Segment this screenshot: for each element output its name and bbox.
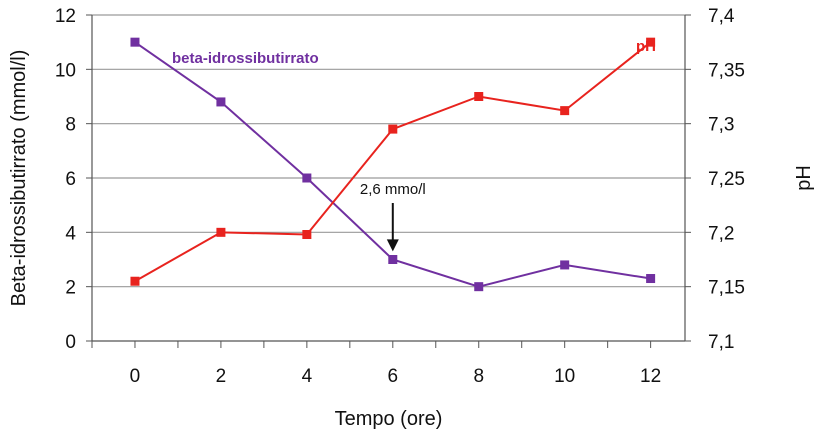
x-tick-label: 12 xyxy=(640,366,661,387)
x-tick-label: 2 xyxy=(216,366,227,387)
y-left-tick-label: 0 xyxy=(65,332,76,353)
data-point xyxy=(388,124,398,134)
data-point xyxy=(560,260,570,270)
annotation-label: 2,6 mmo/l xyxy=(360,181,426,198)
data-point xyxy=(130,276,140,286)
y-right-tick-label: 7,4 xyxy=(708,6,735,27)
data-point xyxy=(646,274,656,284)
data-point xyxy=(560,106,570,116)
y-axis-right-title: pH xyxy=(793,165,815,191)
series-label-ph: pH xyxy=(636,38,656,55)
data-point xyxy=(302,173,312,183)
y-right-tick-label: 7,25 xyxy=(708,169,745,190)
series xyxy=(130,37,656,292)
y-left-tick-label: 4 xyxy=(65,223,76,244)
y-right-tick-label: 7,2 xyxy=(708,223,734,244)
data-point xyxy=(474,92,484,101)
x-tick-label: 4 xyxy=(302,366,313,387)
y-right-tick-label: 7,15 xyxy=(708,278,745,299)
x-tick-label: 0 xyxy=(130,366,141,387)
y-left-tick-label: 12 xyxy=(55,6,76,27)
x-axis-title: Tempo (ore) xyxy=(335,408,443,430)
y-left-tick-label: 6 xyxy=(65,169,76,190)
data-point xyxy=(216,227,226,237)
data-point xyxy=(388,255,398,264)
annotation-arrow-head xyxy=(386,239,399,252)
y-right-tick-label: 7,35 xyxy=(708,60,745,81)
labels: 0 2 4 6 8 10 12 7,1 7,15 7,2 7,25 7,3 7,35 7,4 0 2 4 6 8 10… xyxy=(55,6,745,387)
y-right-tick-label: 7,1 xyxy=(708,332,734,353)
y-left-tick-label: 10 xyxy=(55,60,76,81)
axes xyxy=(86,14,691,348)
y-right-tick-label: 7,3 xyxy=(708,115,734,136)
y-left-tick-label: 2 xyxy=(65,278,76,299)
x-tick-label: 6 xyxy=(388,366,399,387)
gridlines xyxy=(92,14,685,288)
data-point xyxy=(216,97,226,107)
series-label-beta-idrossibutirrato: beta-idrossibutirrato xyxy=(172,50,319,67)
x-tick-label: 10 xyxy=(554,366,575,387)
y-left-tick-label: 8 xyxy=(65,115,76,136)
data-point xyxy=(130,37,140,47)
y-axis-left-title: Beta-idrossibutirrato (mmol/l) xyxy=(8,50,30,307)
x-tick-label: 8 xyxy=(473,366,484,387)
data-point xyxy=(302,230,312,240)
data-point xyxy=(474,282,484,292)
data-point xyxy=(646,37,656,47)
